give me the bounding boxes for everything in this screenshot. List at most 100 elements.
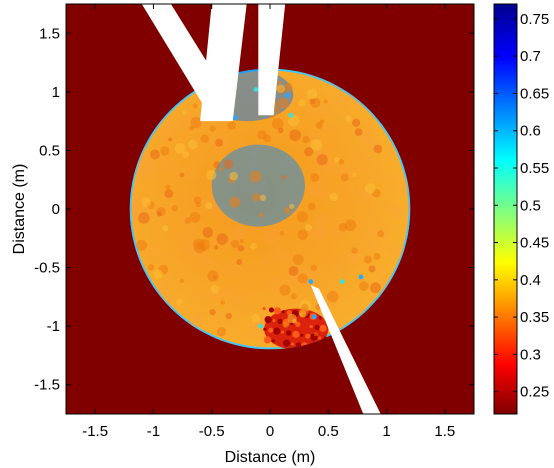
disc-speckle xyxy=(277,127,284,134)
disc-speckle xyxy=(227,121,236,130)
disc-speckle xyxy=(354,128,363,136)
disc-speckle xyxy=(305,224,313,231)
y-axis-label: Distance (m) xyxy=(11,164,28,255)
patch-speckle xyxy=(318,336,322,340)
disc-speckle xyxy=(174,143,186,154)
edge-speckle xyxy=(339,279,345,285)
disc-speckle xyxy=(276,84,286,94)
colorbar-tick-label: 0.45 xyxy=(520,235,549,252)
disc-speckle xyxy=(351,247,358,254)
disc-speckle xyxy=(297,229,309,240)
y-tick-label: 1 xyxy=(52,84,60,101)
disc-speckle xyxy=(278,98,289,109)
disc-speckle xyxy=(184,217,191,224)
patch-speckle xyxy=(263,327,267,331)
disc-speckle xyxy=(189,125,194,131)
colorbar-tick-label: 0.75 xyxy=(520,11,549,28)
disc-speckle xyxy=(298,99,306,107)
disc-speckle xyxy=(338,159,345,165)
y-tick-label: 1.5 xyxy=(39,25,60,42)
disc-speckle xyxy=(373,144,383,154)
disc-speckle xyxy=(310,97,321,108)
disc-speckle xyxy=(283,323,288,328)
disc-speckle xyxy=(251,313,261,323)
edge-speckle xyxy=(288,112,294,118)
disc-speckle xyxy=(258,213,264,218)
disc-speckle xyxy=(310,138,323,151)
disc-speckle xyxy=(292,254,304,266)
disc-speckle xyxy=(315,121,323,129)
edge-speckle xyxy=(308,279,314,285)
disc-speckle xyxy=(213,245,219,250)
disc-speckle xyxy=(298,310,307,318)
disc-speckle xyxy=(164,189,174,198)
patch-speckle xyxy=(277,318,283,325)
masked-wedge-3 xyxy=(310,285,381,414)
disc-speckle xyxy=(192,238,205,250)
disc-speckle xyxy=(165,184,171,190)
edge-speckle xyxy=(311,314,317,320)
disc-speckle xyxy=(179,172,185,178)
disc-speckle xyxy=(257,130,267,140)
disc-speckle xyxy=(310,173,319,182)
masked-wedge-1 xyxy=(200,4,247,122)
disc-speckle xyxy=(250,242,257,250)
disc-speckle xyxy=(190,116,202,129)
patch-speckle xyxy=(319,324,327,332)
masked-wedge-2 xyxy=(258,4,286,116)
disc-speckle xyxy=(150,149,160,160)
disc-speckle xyxy=(189,211,201,223)
disc-speckle xyxy=(147,264,155,271)
disc-speckle xyxy=(229,196,241,208)
disc-speckle xyxy=(279,284,291,296)
x-tick-label: 1.5 xyxy=(434,423,455,440)
y-tick-label: 0 xyxy=(52,201,60,218)
colorbar xyxy=(493,3,518,415)
x-tick-label: -0.5 xyxy=(199,423,225,440)
disc-speckle xyxy=(207,270,219,282)
patch-speckle xyxy=(281,310,285,314)
x-axis-label: Distance (m) xyxy=(225,449,316,466)
disc-speckle xyxy=(216,233,228,245)
edge-speckle xyxy=(285,92,290,98)
disc-speckle xyxy=(220,300,226,305)
disc-speckle xyxy=(316,154,328,166)
disc-speckle xyxy=(156,211,162,217)
disc-speckle xyxy=(225,312,232,320)
disc-speckle xyxy=(195,201,201,208)
disc-speckle xyxy=(358,281,369,292)
patch-speckle xyxy=(283,339,291,347)
disc-speckle xyxy=(377,230,385,238)
disc-speckle xyxy=(237,245,245,252)
disc-speckle xyxy=(308,202,316,211)
region-low-value-band-2 xyxy=(211,144,305,227)
colorbar-tick-label: 0.4 xyxy=(520,272,541,289)
x-tick-label: -1.5 xyxy=(82,423,108,440)
patch-speckle xyxy=(295,321,301,327)
disc-speckle xyxy=(345,115,352,122)
disc-speckle xyxy=(363,255,372,264)
disc-speckle xyxy=(162,225,169,232)
edge-speckle xyxy=(232,115,238,121)
disc-speckle xyxy=(136,239,148,251)
disc-speckle xyxy=(279,231,285,236)
disc-speckle xyxy=(223,159,233,169)
disc-speckle xyxy=(304,147,314,157)
patch-speckle xyxy=(281,330,285,334)
disc-speckle xyxy=(289,203,295,210)
edge-speckle xyxy=(358,274,364,280)
disc-speckle xyxy=(216,326,227,337)
disc-speckle xyxy=(302,135,310,144)
disc-speckle xyxy=(206,169,217,180)
x-tick-label: -1 xyxy=(147,423,160,440)
disc-speckle xyxy=(215,138,224,147)
patch-speckle xyxy=(286,330,292,336)
disc-speckle xyxy=(209,309,216,316)
disc-speckle xyxy=(288,266,299,277)
disc-speckle xyxy=(281,175,287,180)
colorbar-tick-label: 0.55 xyxy=(520,160,549,177)
disc-speckle xyxy=(271,118,284,130)
disc-speckle xyxy=(373,252,381,260)
disc-speckle xyxy=(290,293,297,300)
patch-speckle xyxy=(273,327,281,335)
